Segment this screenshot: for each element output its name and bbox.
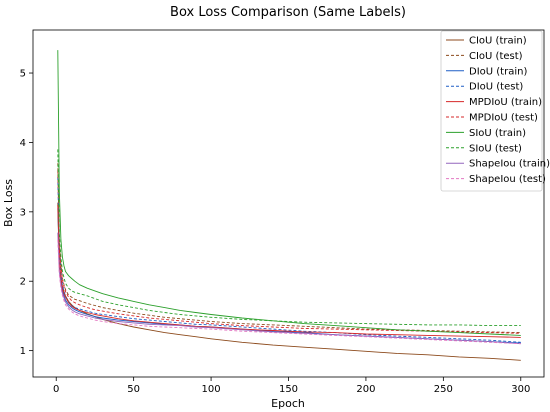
series-line xyxy=(57,163,521,334)
ticks-layer: 0 50 100 150 200 250 300 1 2 3 4 5 xyxy=(20,69,531,395)
y-axis-label: Box Loss xyxy=(2,179,15,227)
plot-area: 0 50 100 150 200 250 300 1 2 3 4 5 xyxy=(20,29,545,395)
series-line xyxy=(57,50,521,336)
y-tick-label: 5 xyxy=(20,69,26,80)
series-line xyxy=(57,170,521,334)
legend-label: MPDIoU (train) xyxy=(469,97,542,108)
series-line xyxy=(57,232,521,345)
legend-label: DIoU (test) xyxy=(469,82,523,93)
y-tick-label: 1 xyxy=(20,346,26,357)
chart-title: Box Loss Comparison (Same Labels) xyxy=(170,5,406,20)
legend-box xyxy=(440,30,543,192)
y-tick-label: 4 xyxy=(20,138,26,149)
series-line xyxy=(57,204,521,338)
legend-label: SIoU (train) xyxy=(469,128,526,139)
legend-label: ShapeIou (train) xyxy=(469,159,550,170)
x-tick-label: 250 xyxy=(434,384,453,395)
legend-label: MPDIoU (test) xyxy=(469,113,538,124)
x-tick-label: 200 xyxy=(356,384,375,395)
series-layer xyxy=(57,50,521,361)
legend-label: SIoU (test) xyxy=(469,143,522,154)
series-line xyxy=(57,177,521,343)
series-line xyxy=(57,239,521,345)
x-tick-label: 100 xyxy=(202,384,221,395)
legend-label: CIoU (test) xyxy=(469,51,523,62)
legend: CIoU (train) CIoU (test) DIoU (train) DIoU … xyxy=(440,30,550,192)
series-line xyxy=(57,149,521,327)
series-line xyxy=(57,202,521,361)
x-tick-label: 50 xyxy=(127,384,140,395)
y-tick-label: 2 xyxy=(20,277,26,288)
legend-label: ShapeIou (test) xyxy=(469,174,546,185)
y-tick-label: 3 xyxy=(20,207,26,218)
x-axis-label: Epoch xyxy=(271,397,305,410)
x-tick-label: 0 xyxy=(53,384,59,395)
legend-label: DIoU (train) xyxy=(469,66,527,77)
legend-label: CIoU (train) xyxy=(469,36,527,47)
x-tick-label: 300 xyxy=(511,384,530,395)
x-tick-label: 150 xyxy=(279,384,298,395)
